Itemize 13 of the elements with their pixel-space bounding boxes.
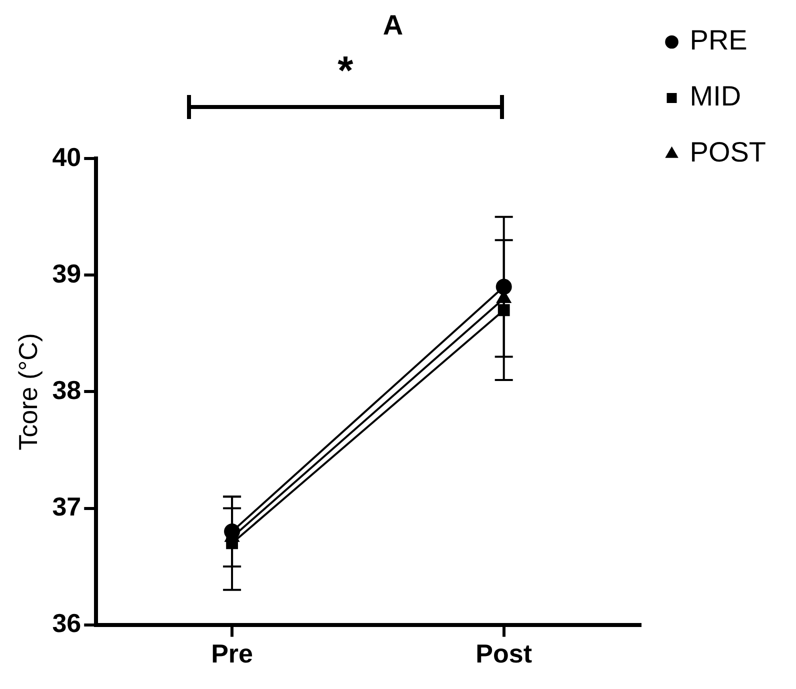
y-tick-label: 39 <box>52 258 82 288</box>
legend-label: POST <box>690 136 766 168</box>
text: * <box>336 48 354 94</box>
y-tick-label: 38 <box>52 374 82 405</box>
y-axis-title: Tcore (°C) <box>12 333 43 450</box>
chart-title: A <box>382 10 404 41</box>
legend-label: MID <box>690 80 742 112</box>
y-tick-label: 37 <box>52 491 82 522</box>
x-tick-label: Post <box>476 638 532 669</box>
x-tick-label: Pre <box>211 638 253 669</box>
legend-label: PRE <box>690 24 748 56</box>
y-tick-label: 40 <box>52 142 82 172</box>
y-tick-label: 36 <box>52 608 82 638</box>
